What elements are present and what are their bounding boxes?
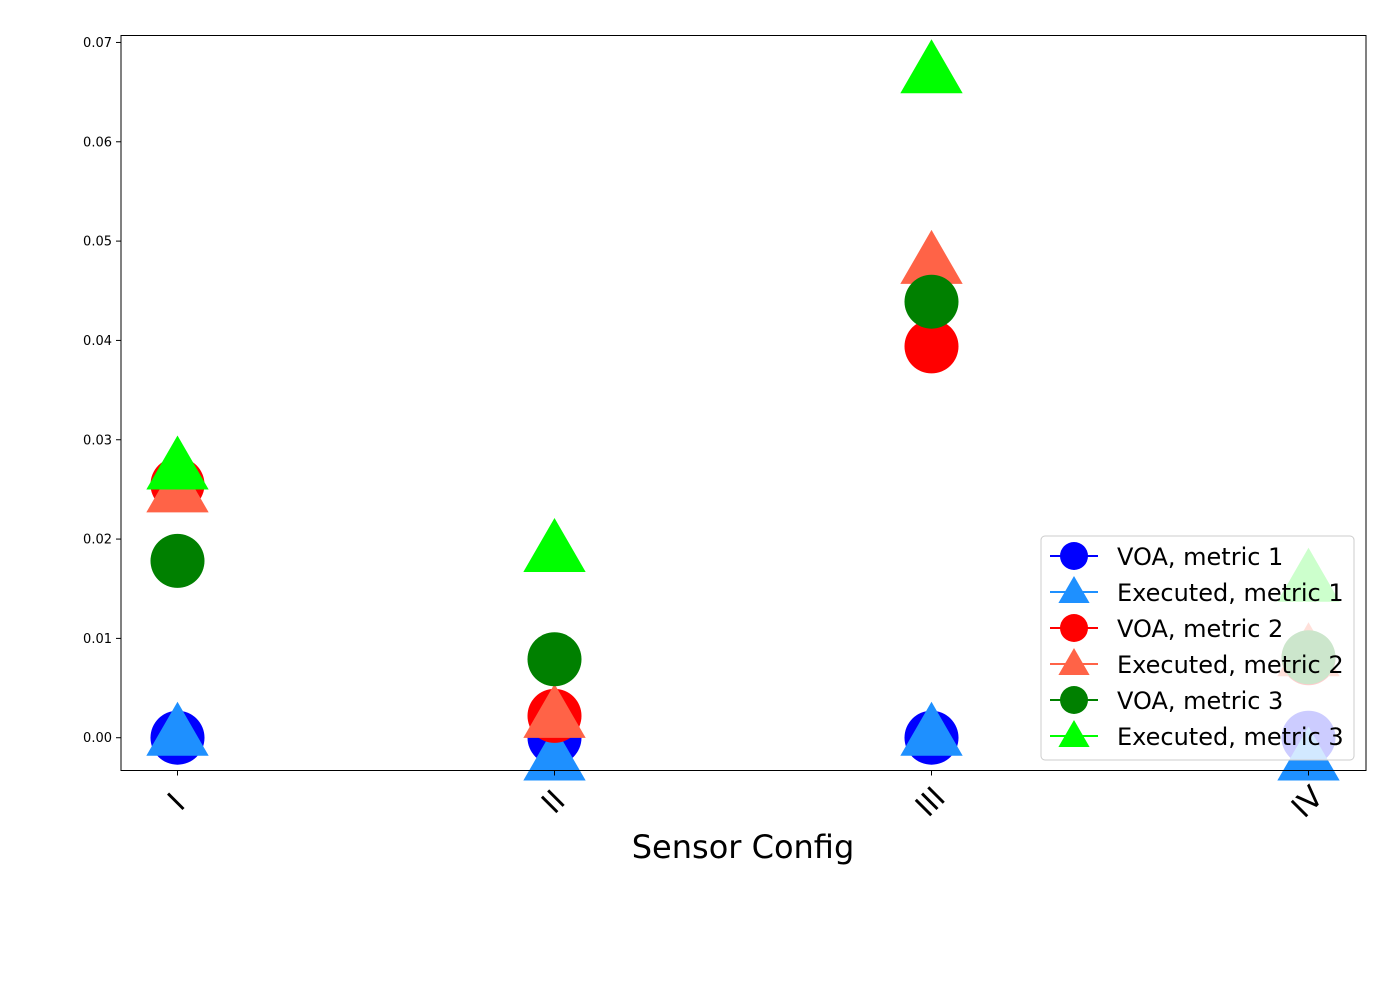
y-tick-label: 0.07	[83, 36, 112, 51]
y-tick-label: 0.03	[83, 433, 112, 448]
data-point	[150, 533, 205, 588]
legend-marker	[1058, 720, 1090, 747]
legend-marker	[1060, 542, 1088, 570]
data-point	[523, 683, 586, 738]
data-point	[523, 726, 586, 781]
legend-label: VOA, metric 3	[1117, 687, 1283, 715]
y-tick-label: 0.04	[83, 334, 112, 349]
legend-label: Executed, metric 1	[1117, 579, 1344, 607]
legend-marker	[1060, 686, 1088, 714]
y-tick-label: 0.05	[83, 235, 112, 250]
data-point	[900, 701, 963, 756]
legend-box	[1040, 535, 1355, 761]
y-tick-label: 0.02	[83, 533, 112, 548]
data-point	[523, 517, 586, 572]
y-tick-label: 0.06	[83, 135, 112, 150]
x-tick-label: I	[161, 787, 192, 818]
data-point	[900, 229, 963, 284]
x-tick-label: IV	[1285, 779, 1331, 825]
legend-marker	[1058, 648, 1090, 675]
x-axis: I II III IV	[161, 770, 1331, 825]
data-point	[904, 319, 959, 374]
data-point	[146, 435, 209, 490]
data-point	[900, 39, 963, 94]
y-axis: 0.00 0.01 0.02 0.03 0.04 0.05 0.06 0.07	[83, 36, 121, 746]
data-point	[527, 632, 582, 687]
data-point	[146, 701, 209, 756]
x-axis-title: Sensor Config	[632, 828, 855, 866]
legend-label: VOA, metric 1	[1117, 543, 1283, 571]
legend-marker	[1058, 576, 1090, 603]
legend-label: Executed, metric 2	[1117, 651, 1344, 679]
data-point	[904, 274, 959, 329]
plot-frame	[120, 35, 1367, 771]
y-tick-label: 0.00	[83, 731, 112, 746]
x-tick-label: III	[909, 781, 953, 825]
legend-label: VOA, metric 2	[1117, 615, 1283, 643]
legend-marker	[1060, 614, 1088, 642]
x-tick-label: II	[535, 784, 572, 821]
legend-label: Executed, metric 3	[1117, 723, 1344, 751]
legend: VOA, metric 1 Executed, metric 1 VOA, metr…	[1040, 535, 1355, 761]
y-tick-label: 0.01	[83, 632, 112, 647]
